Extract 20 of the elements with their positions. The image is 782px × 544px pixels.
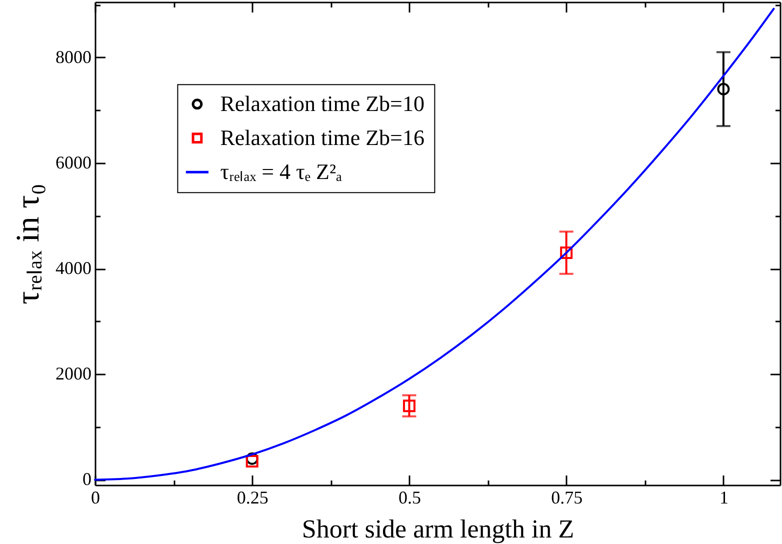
- y-tick-label: 2000: [56, 364, 92, 384]
- x-tick-label: 0.75: [551, 488, 583, 508]
- point: [402, 400, 416, 412]
- y-tick-label: 6000: [56, 152, 92, 172]
- y-tick-label: 8000: [56, 46, 92, 67]
- point: [246, 455, 258, 468]
- x-tick-label: 1: [719, 488, 728, 508]
- legend-label: Relaxation time Zb=10: [220, 91, 424, 116]
- y-tick-label: 4000: [56, 258, 92, 278]
- y-axis-title: τᵣₑₗₐₓ in τ₀: [10, 184, 46, 304]
- x-tick-label: 0.5: [398, 488, 421, 508]
- point: [717, 82, 730, 96]
- legend-label: τᵣₑₗₐₓ = 4 τₑ Z²ₐ: [220, 159, 342, 184]
- x-axis-title: Short side arm length in Z: [302, 514, 574, 544]
- y-tick-label: 0: [82, 469, 92, 490]
- point: [560, 246, 573, 259]
- line-series: [94, 8, 775, 481]
- x-tick-label: 0.25: [236, 488, 268, 508]
- legend-label: Relaxation time Zb=16: [220, 125, 424, 150]
- point: [246, 452, 258, 465]
